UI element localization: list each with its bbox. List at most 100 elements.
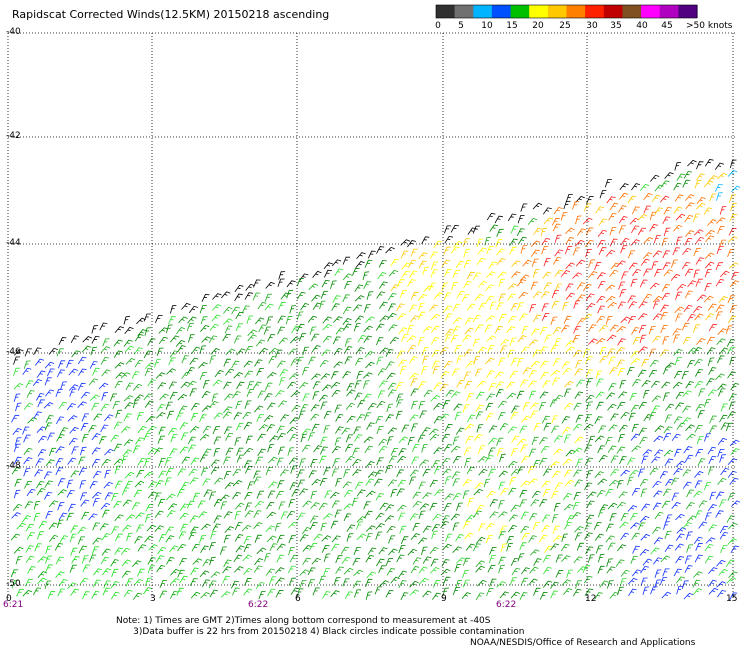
wind-barb xyxy=(704,543,714,552)
wind-barb xyxy=(720,545,728,554)
wind-barb xyxy=(445,328,455,336)
wind-barb xyxy=(376,337,384,346)
lon-label-6: 6 xyxy=(295,594,301,604)
wind-barb xyxy=(467,414,476,423)
wind-barb xyxy=(80,446,87,456)
wind-barb xyxy=(539,346,548,355)
wind-barb xyxy=(541,237,551,246)
wind-barb xyxy=(705,235,715,243)
wind-barb xyxy=(387,389,397,397)
wind-barb xyxy=(289,373,299,380)
wind-barb xyxy=(265,467,273,476)
wind-barb xyxy=(485,295,495,304)
wind-barb xyxy=(297,512,306,521)
wind-barb xyxy=(419,503,430,510)
wind-barb xyxy=(243,447,254,455)
wind-barb xyxy=(675,460,686,468)
wind-barb xyxy=(202,425,212,434)
wind-barb xyxy=(231,580,239,589)
wind-barb xyxy=(486,370,495,378)
wind-barb xyxy=(190,412,199,421)
wind-barb xyxy=(70,547,78,556)
wind-barb xyxy=(422,525,432,533)
wind-barb xyxy=(385,349,394,357)
wind-barb xyxy=(309,515,319,524)
wind-barb xyxy=(406,335,417,343)
wind-barb xyxy=(704,252,715,259)
wind-barb xyxy=(354,392,363,401)
wind-barb xyxy=(628,262,638,270)
wind-barb xyxy=(695,257,705,265)
wind-barb xyxy=(551,470,561,479)
wind-barb xyxy=(531,436,539,446)
wind-barb xyxy=(659,577,668,586)
wind-barb xyxy=(432,513,442,521)
wind-barb xyxy=(417,537,428,545)
legend-tick-label: 35 xyxy=(610,21,622,31)
wind-barb xyxy=(332,458,340,467)
wind-barb xyxy=(179,503,189,511)
wind-barb xyxy=(67,582,77,590)
wind-barb xyxy=(302,367,309,376)
wind-barb xyxy=(356,489,366,497)
wind-barb xyxy=(346,389,356,397)
wind-barb xyxy=(540,371,549,380)
wind-barb xyxy=(136,524,144,533)
wind-barb xyxy=(703,399,711,408)
wind-barb xyxy=(376,558,385,567)
wind-barb xyxy=(352,458,362,467)
wind-barb xyxy=(594,471,604,478)
wind-barb xyxy=(717,355,725,364)
wind-barb xyxy=(654,207,663,215)
wind-barb xyxy=(452,546,462,553)
wind-barb xyxy=(651,405,660,414)
wind-barb xyxy=(604,179,612,188)
wind-barb xyxy=(617,301,626,310)
wind-barb xyxy=(422,355,429,365)
wind-barb xyxy=(660,555,671,563)
wind-barb xyxy=(147,565,155,574)
wind-barb xyxy=(410,378,418,387)
wind-barb xyxy=(189,388,197,397)
wind-barb xyxy=(488,447,496,456)
wind-barb xyxy=(619,456,627,465)
wind-barb xyxy=(189,578,198,586)
wind-barb xyxy=(308,283,319,290)
wind-barb xyxy=(727,371,736,379)
wind-barb xyxy=(429,502,438,511)
wind-barb xyxy=(685,202,695,210)
wind-barb xyxy=(234,293,243,302)
wind-barb xyxy=(266,372,277,379)
wind-barb xyxy=(607,502,618,510)
wind-barb xyxy=(695,542,703,551)
wind-barb xyxy=(575,215,582,225)
wind-barb xyxy=(451,471,461,479)
wind-barb xyxy=(290,358,299,367)
wind-barb xyxy=(137,544,147,552)
wind-barb xyxy=(92,470,102,479)
wind-barb xyxy=(363,436,374,443)
wind-barb xyxy=(572,588,582,597)
wind-barb xyxy=(508,525,517,533)
wind-barb xyxy=(506,392,517,400)
wind-barb xyxy=(488,437,498,445)
wind-barb xyxy=(10,533,21,541)
wind-barb xyxy=(561,416,570,424)
wind-barb xyxy=(672,247,681,256)
wind-barb xyxy=(397,479,407,488)
wind-barb xyxy=(626,457,636,466)
wind-barb xyxy=(674,357,682,366)
wind-barb xyxy=(729,305,737,313)
wind-barb xyxy=(707,504,717,512)
wind-barb xyxy=(244,577,252,586)
wind-barb xyxy=(455,534,464,542)
wind-barb xyxy=(180,523,188,532)
wind-barb xyxy=(638,325,647,334)
wind-barb xyxy=(517,553,525,562)
wind-barb xyxy=(321,544,330,553)
wind-barb xyxy=(300,303,309,311)
wind-barb xyxy=(263,415,274,422)
wind-barb xyxy=(56,519,64,529)
wind-barb xyxy=(255,581,265,590)
wind-barb xyxy=(665,362,675,369)
